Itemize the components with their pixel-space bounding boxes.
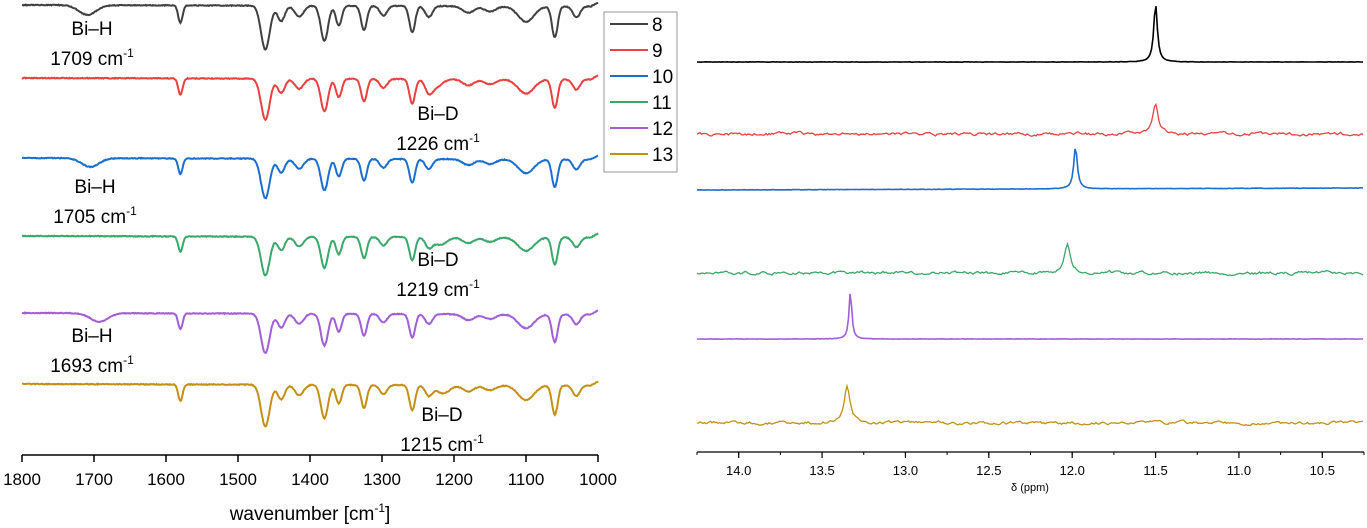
nmr-x-tick-label: 11.0 <box>1227 463 1251 478</box>
ir-x-tick-label: 1700 <box>75 470 113 489</box>
ir-annotation-label: Bi–H <box>71 19 112 40</box>
ir-series-13 <box>21 380 599 428</box>
ir-annotation-value: 1215 cm-1 <box>400 432 484 456</box>
ir-x-tick-label: 1300 <box>363 470 401 489</box>
ir-series-9 <box>21 74 599 122</box>
ir-x-tick-label: 1600 <box>147 470 185 489</box>
nmr-series-11 <box>696 241 1364 277</box>
legend-label-8: 8 <box>652 15 663 36</box>
legend-label-13: 13 <box>652 145 673 166</box>
ir-annotation-label: Bi–D <box>421 405 462 426</box>
nmr-series-12 <box>696 293 1364 341</box>
ir-annotation-value: 1705 cm-1 <box>53 204 137 228</box>
legend-label-11: 11 <box>652 93 672 114</box>
nmr-series-8 <box>697 6 1364 64</box>
ir-spectra-panel: 1800 1700 1600 1500 1400 1300 1200 1100 1000 wave… <box>3 1 617 525</box>
ir-series-12 <box>21 309 599 354</box>
ir-x-tick-label: 1100 <box>508 470 545 489</box>
ir-annotation-value: 1219 cm-1 <box>396 277 480 301</box>
nmr-x-tick-label: 13.0 <box>893 463 918 478</box>
nmr-series-13 <box>696 383 1364 427</box>
ir-annotation-label: Bi–H <box>71 326 112 347</box>
nmr-x-tick-label: 12.5 <box>976 463 1001 478</box>
nmr-x-tick-label: 14.0 <box>726 463 751 478</box>
legend: 8 9 10 11 12 13 <box>603 11 678 173</box>
ir-series-8 <box>21 1 599 51</box>
ir-series-10 <box>21 154 599 200</box>
legend-box <box>603 11 678 173</box>
nmr-series-10 <box>696 148 1364 191</box>
ir-annotation-label: Bi–H <box>74 177 115 198</box>
nmr-x-tick-label: 11.5 <box>1143 463 1167 478</box>
legend-label-10: 10 <box>652 67 673 88</box>
nmr-x-tick-label: 10.5 <box>1310 463 1335 478</box>
legend-label-9: 9 <box>652 41 663 62</box>
nmr-spectra-panel: 14.0 13.5 13.0 12.5 12.0 11.5 11.0 10.5 δ (ppm) <box>696 6 1365 494</box>
nmr-x-axis-label: δ (ppm) <box>1011 482 1049 494</box>
legend-label-12: 12 <box>652 119 673 140</box>
ir-annotation-label: Bi–D <box>417 104 458 125</box>
ir-series-11 <box>21 232 599 277</box>
ir-x-axis-label: wavenumber [cm-1] <box>229 501 391 525</box>
ir-annotation-value: 1709 cm-1 <box>50 46 134 70</box>
ir-annotation-label: Bi–D <box>417 250 458 271</box>
ir-x-tick-label: 1000 <box>579 470 617 489</box>
ir-x-tick-label: 1800 <box>3 470 41 489</box>
ir-x-tick-label: 1400 <box>291 470 329 489</box>
nmr-x-tick-label: 13.5 <box>809 463 834 478</box>
ir-x-tick-label: 1500 <box>219 470 257 489</box>
ir-x-tick-label: 1200 <box>435 470 473 489</box>
ir-annotation-value: 1226 cm-1 <box>396 131 480 155</box>
nmr-series-9 <box>696 102 1364 137</box>
ir-annotation-value: 1693 cm-1 <box>50 353 134 377</box>
nmr-x-tick-label: 12.0 <box>1060 463 1085 478</box>
